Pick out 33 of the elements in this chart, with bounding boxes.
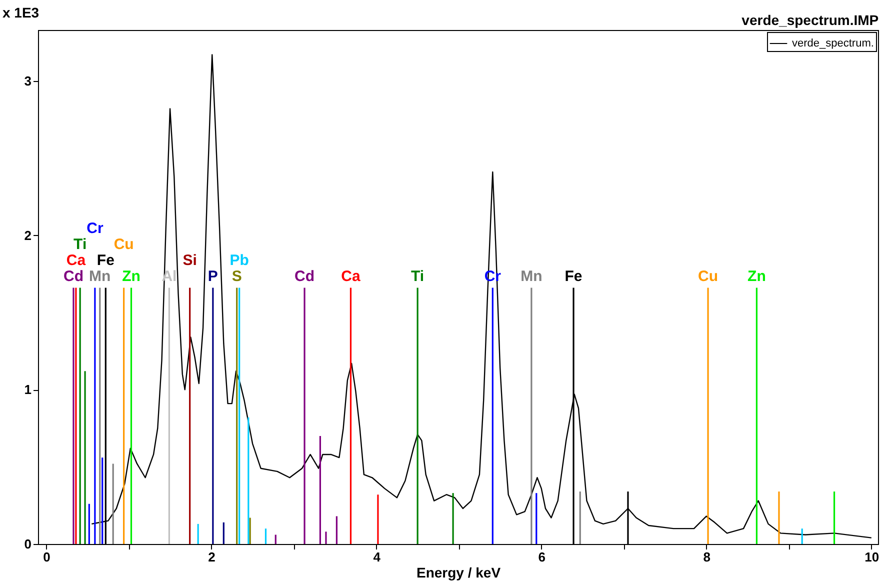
text: Ca bbox=[66, 252, 86, 269]
text: Cu bbox=[114, 236, 134, 253]
text: Ti bbox=[74, 236, 87, 253]
series-label: Cd bbox=[294, 268, 315, 285]
series-label: Ti bbox=[411, 268, 424, 285]
y-axis-title: x 1E3 bbox=[2, 4, 40, 20]
text: Cd bbox=[63, 268, 84, 285]
legend-label: verde_spectrum. bbox=[792, 38, 874, 50]
x-tick-label: 0 bbox=[43, 550, 50, 564]
series-label: Ca bbox=[341, 268, 361, 285]
y-tick-label: 0 bbox=[24, 536, 32, 552]
series-label: S bbox=[232, 268, 242, 285]
x-tick-label: 10 bbox=[864, 550, 880, 564]
x-tick-label: 6 bbox=[538, 550, 546, 564]
x-tick-label: 8 bbox=[703, 550, 710, 564]
x-axis-title: Energy / keV bbox=[416, 564, 502, 580]
series-label: P bbox=[208, 268, 218, 285]
y-tick-label: 2 bbox=[24, 228, 32, 243]
series-label: Zn bbox=[122, 268, 140, 285]
text: Cr bbox=[86, 220, 104, 237]
x-tick-label: 2 bbox=[208, 550, 216, 564]
series-label: Pb bbox=[230, 252, 249, 269]
series-label: Fe bbox=[564, 268, 582, 285]
text: Zn bbox=[748, 268, 766, 285]
y-tick-label: 3 bbox=[24, 73, 32, 88]
y-tick-label: 1 bbox=[24, 382, 32, 398]
text: Fe bbox=[96, 252, 114, 269]
series-label: Mn bbox=[520, 268, 542, 285]
x-tick-label: 4 bbox=[373, 550, 382, 564]
series-label: Si bbox=[182, 252, 197, 269]
chart-title: verde_spectrum.IMP bbox=[742, 12, 879, 28]
text: Mn bbox=[89, 268, 111, 285]
series-label: Cu bbox=[698, 268, 718, 285]
